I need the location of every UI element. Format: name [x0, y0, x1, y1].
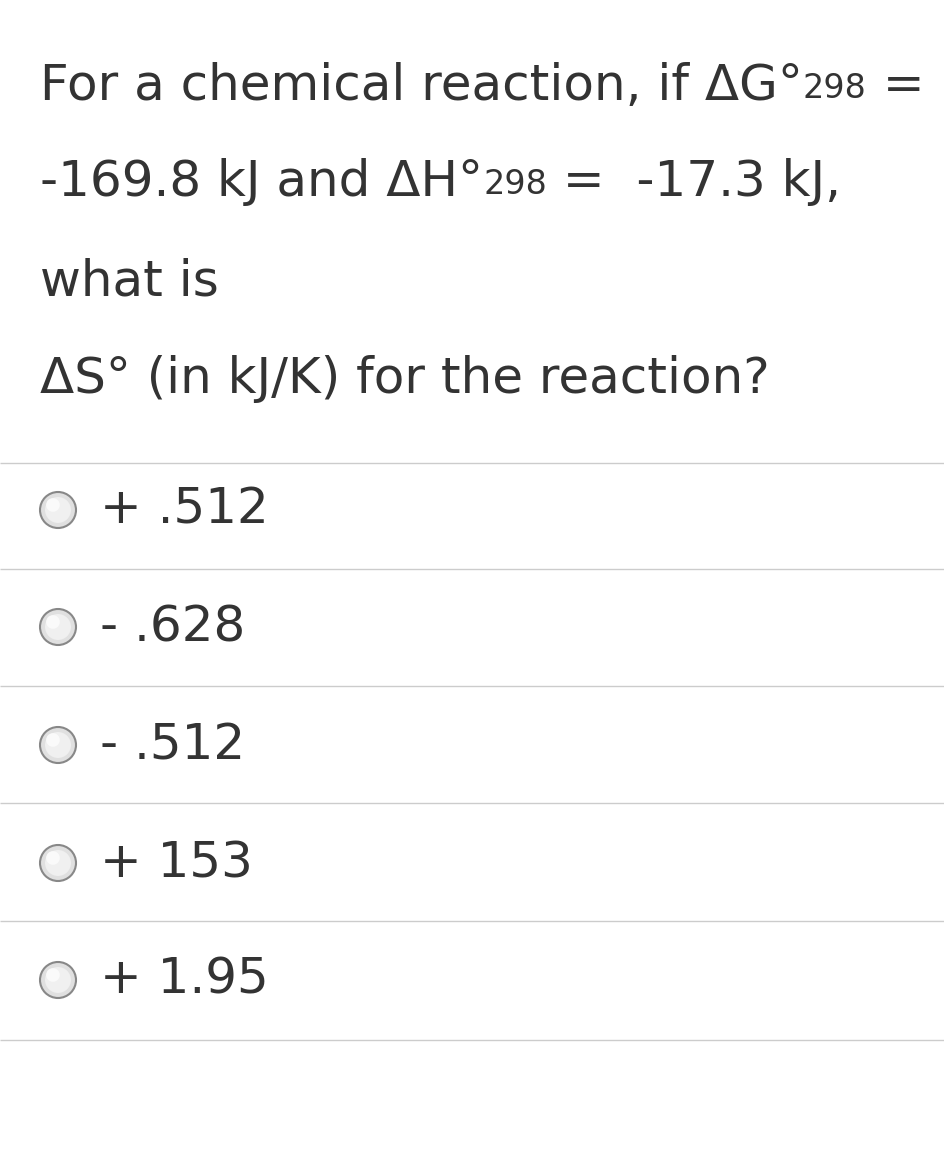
Circle shape	[46, 733, 59, 747]
Circle shape	[46, 615, 59, 629]
Circle shape	[40, 609, 76, 645]
Text: 298: 298	[802, 72, 866, 105]
Text: ΔS° (in kJ/K) for the reaction?: ΔS° (in kJ/K) for the reaction?	[40, 355, 769, 404]
Circle shape	[45, 850, 71, 876]
Circle shape	[45, 614, 71, 640]
Circle shape	[45, 968, 71, 993]
Text: - .628: - .628	[100, 602, 245, 651]
Circle shape	[45, 732, 71, 758]
Text: + 153: + 153	[100, 839, 253, 887]
Circle shape	[40, 962, 76, 998]
Circle shape	[45, 497, 71, 523]
Text: For a chemical reaction, if ΔG°: For a chemical reaction, if ΔG°	[40, 62, 802, 110]
Circle shape	[40, 846, 76, 882]
Text: + 1.95: + 1.95	[100, 956, 268, 1004]
Circle shape	[46, 851, 59, 865]
Text: + .512: + .512	[100, 486, 268, 534]
Text: - .512: - .512	[100, 721, 244, 769]
Circle shape	[40, 492, 76, 528]
Text: =: =	[866, 62, 923, 110]
Circle shape	[46, 498, 59, 512]
Text: what is: what is	[40, 258, 219, 306]
Circle shape	[40, 727, 76, 763]
Text: 298: 298	[482, 167, 547, 201]
Circle shape	[46, 968, 59, 982]
Text: -169.8 kJ and ΔH°: -169.8 kJ and ΔH°	[40, 158, 482, 206]
Text: =  -17.3 kJ,: = -17.3 kJ,	[547, 158, 840, 206]
